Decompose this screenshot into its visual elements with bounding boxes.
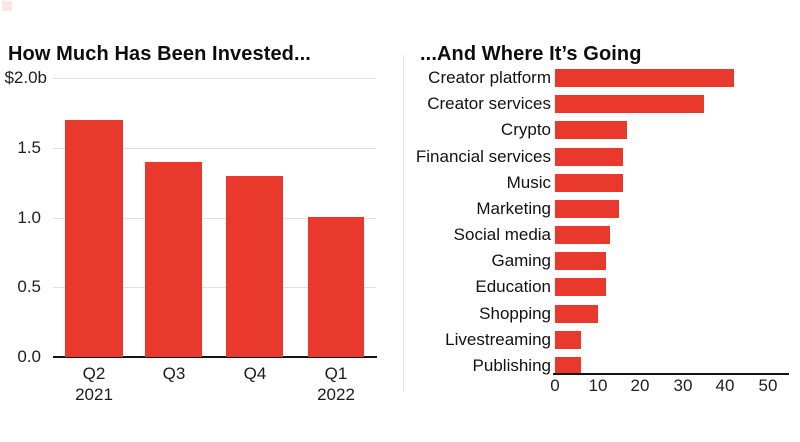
x-category-label: Q3 [162, 364, 186, 383]
x-tick-label: 40 [715, 376, 735, 395]
bar-9 [555, 305, 598, 323]
category-label: Gaming [491, 251, 551, 270]
y-gridline [53, 218, 376, 219]
x-axis-line [553, 373, 789, 375]
bar-0 [555, 69, 734, 87]
category-label: Music [506, 173, 551, 192]
x-axis-line [53, 356, 377, 358]
y-gridline [53, 287, 376, 288]
y-gridline [53, 148, 376, 149]
x-category-label: Q1 2022 [317, 364, 355, 404]
bar-0 [65, 120, 123, 357]
category-label: Creator services [427, 94, 551, 113]
x-tick-label: 0 [550, 376, 560, 395]
x-tick-label: 50 [758, 376, 778, 395]
bar-6 [555, 226, 610, 244]
bar-4 [555, 174, 623, 192]
bar-8 [555, 278, 606, 296]
category-label: Financial services [415, 147, 551, 166]
y-tick-label: $2.0b [4, 68, 47, 87]
bar-1 [145, 162, 202, 357]
category-label: Crypto [500, 120, 551, 139]
panel-divider [403, 55, 404, 392]
category-label: Education [475, 277, 551, 296]
y-tick-label: 0.5 [17, 277, 41, 296]
category-label: Livestreaming [445, 330, 551, 349]
y-tick-label: 0.0 [17, 347, 41, 366]
bar-2 [226, 176, 283, 357]
bar-3 [308, 217, 364, 357]
x-tick-label: 20 [630, 376, 650, 395]
bar-1 [555, 95, 704, 113]
left-chart-title: How Much Has Been Invested... [8, 42, 311, 65]
bar-11 [555, 357, 581, 375]
right-chart-title: ...And Where It’s Going [420, 42, 642, 65]
category-label: Publishing [472, 356, 551, 375]
x-tick-label: 10 [588, 376, 608, 395]
y-tick-label: 1.0 [17, 208, 41, 227]
bar-5 [555, 200, 619, 218]
bar-2 [555, 121, 627, 139]
bar-10 [555, 331, 581, 349]
x-tick-label: 30 [673, 376, 693, 395]
category-label: Social media [453, 225, 551, 244]
brand-square [2, 1, 12, 11]
y-tick-label: 1.5 [17, 138, 41, 157]
x-category-label: Q4 [243, 364, 267, 383]
x-category-label: Q2 2021 [75, 364, 113, 404]
y-gridline [53, 78, 376, 79]
category-label: Marketing [476, 199, 551, 218]
bar-7 [555, 252, 606, 270]
category-label: Shopping [479, 304, 551, 323]
category-label: Creator platform [428, 68, 551, 87]
bar-3 [555, 148, 623, 166]
